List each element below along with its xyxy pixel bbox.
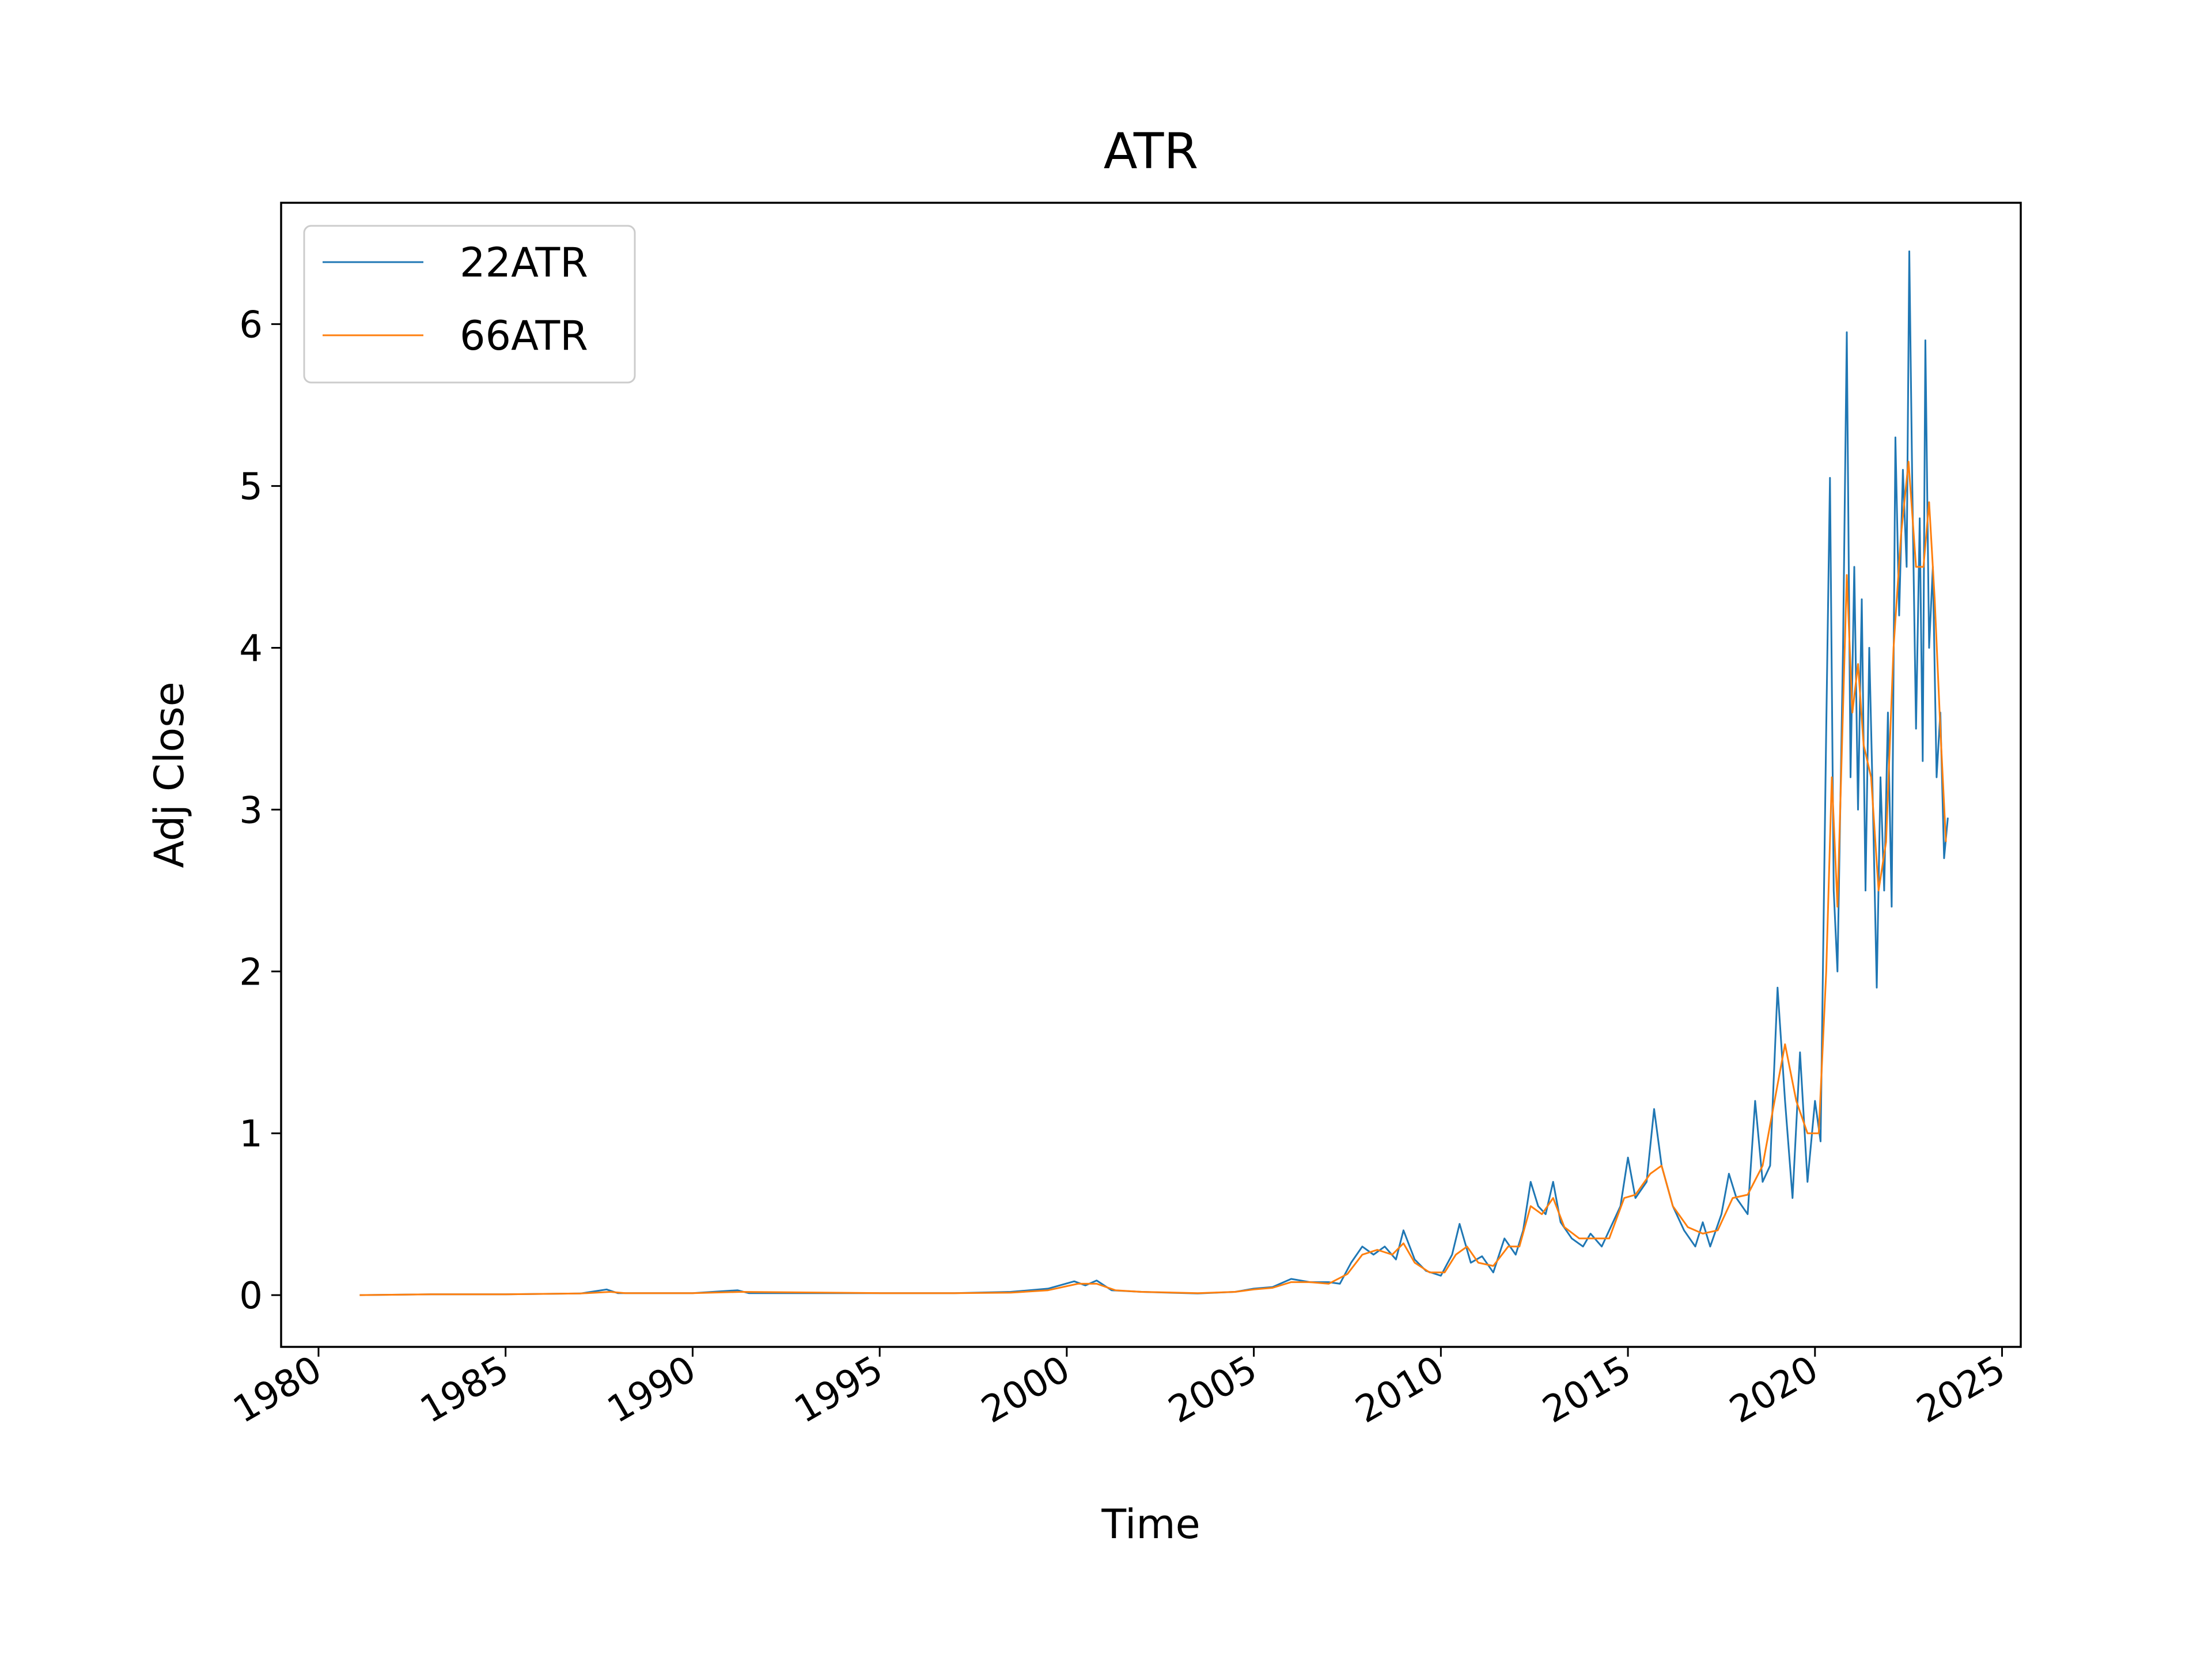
series-line-66atr <box>359 460 1947 1296</box>
legend: 22ATR 66ATR <box>303 225 636 384</box>
legend-label-66atr: 66ATR <box>460 312 588 359</box>
y-tick-label: 0 <box>239 1275 263 1318</box>
y-tick-label: 1 <box>239 1113 263 1156</box>
legend-frame <box>303 225 636 384</box>
y-axis-label: Adj Close <box>146 682 193 868</box>
plot-frame <box>280 202 2022 1348</box>
legend-label-22atr: 22ATR <box>460 239 588 286</box>
y-tick-label: 2 <box>239 951 263 994</box>
y-tick-label: 3 <box>239 789 263 832</box>
y-axis: 0 1 2 3 4 5 6 <box>239 304 281 1318</box>
y-tick-label: 5 <box>239 466 263 509</box>
x-axis-label: Time <box>1101 1501 1200 1548</box>
chart-title: ATR <box>1104 123 1198 180</box>
y-tick-label: 6 <box>239 304 263 347</box>
series-layer <box>359 250 1949 1296</box>
y-tick-label: 4 <box>239 627 263 670</box>
